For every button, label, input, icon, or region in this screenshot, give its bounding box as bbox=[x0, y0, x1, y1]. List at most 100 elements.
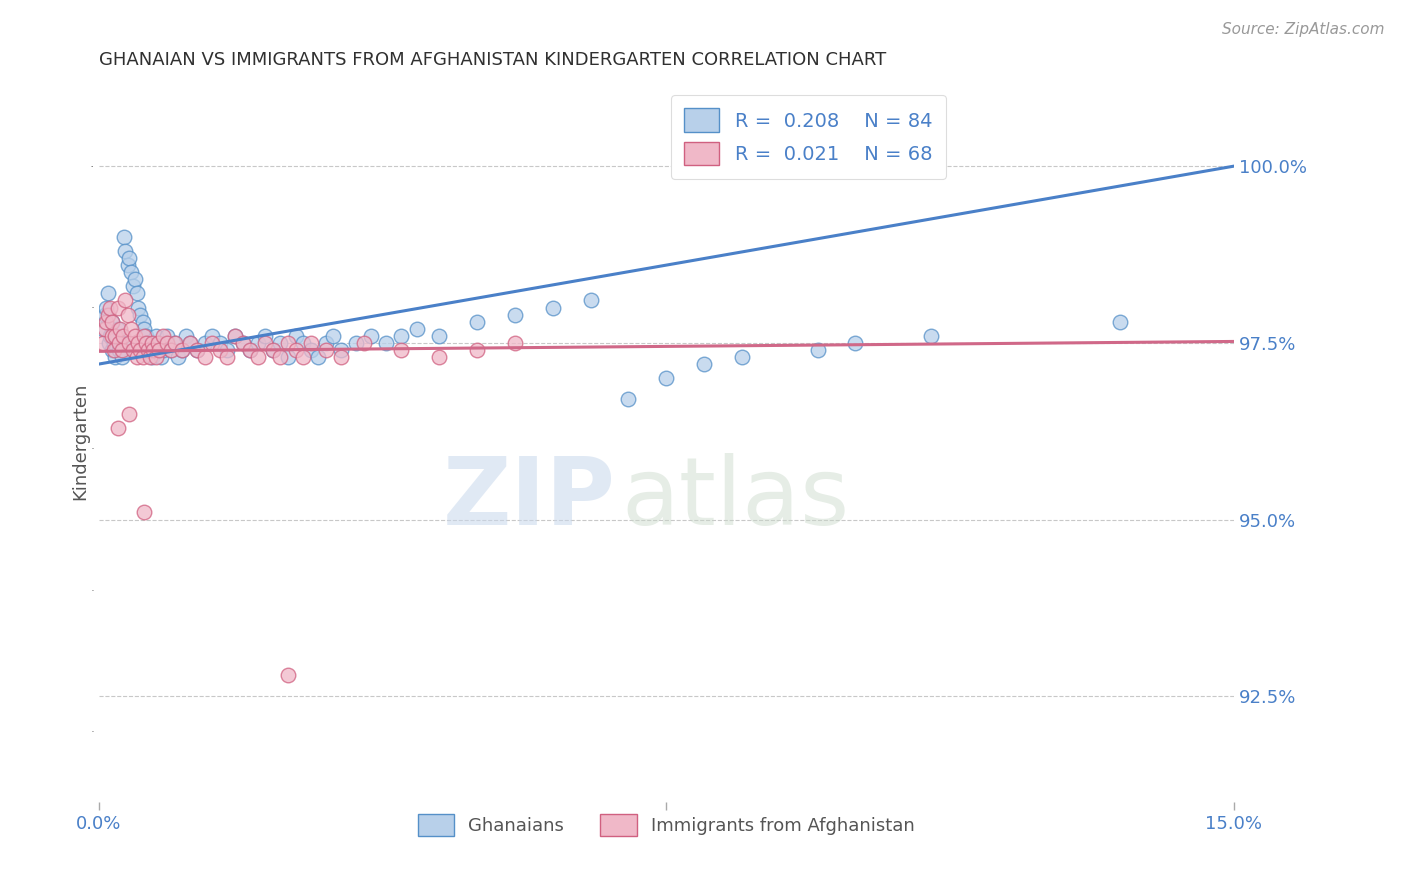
Point bbox=[148, 343, 170, 357]
Point bbox=[262, 343, 284, 357]
Point bbox=[135, 335, 157, 350]
Point bbox=[124, 272, 146, 286]
Point bbox=[156, 328, 179, 343]
Point bbox=[322, 328, 344, 343]
Point bbox=[91, 322, 114, 336]
Y-axis label: Kindergarten: Kindergarten bbox=[72, 384, 89, 500]
Point bbox=[375, 335, 398, 350]
Point bbox=[163, 335, 186, 350]
Point bbox=[262, 343, 284, 357]
Point bbox=[118, 251, 141, 265]
Point bbox=[655, 371, 678, 385]
Point bbox=[145, 350, 167, 364]
Point bbox=[117, 258, 139, 272]
Point bbox=[315, 343, 337, 357]
Point bbox=[112, 335, 135, 350]
Point bbox=[217, 350, 239, 364]
Point bbox=[344, 335, 367, 350]
Point bbox=[146, 335, 169, 350]
Point bbox=[122, 343, 145, 357]
Point bbox=[254, 335, 277, 350]
Point bbox=[148, 335, 170, 350]
Point bbox=[107, 322, 129, 336]
Point bbox=[360, 328, 382, 343]
Point bbox=[465, 343, 488, 357]
Point bbox=[405, 322, 427, 336]
Point bbox=[269, 335, 291, 350]
Point bbox=[427, 328, 450, 343]
Point bbox=[129, 308, 152, 322]
Point bbox=[118, 407, 141, 421]
Point bbox=[112, 230, 135, 244]
Point bbox=[284, 343, 307, 357]
Point bbox=[239, 343, 262, 357]
Point bbox=[224, 328, 246, 343]
Point bbox=[134, 328, 156, 343]
Point bbox=[108, 335, 131, 350]
Point bbox=[122, 279, 145, 293]
Point bbox=[299, 343, 322, 357]
Text: atlas: atlas bbox=[621, 453, 849, 546]
Point bbox=[307, 350, 329, 364]
Point bbox=[179, 335, 201, 350]
Point bbox=[159, 343, 181, 357]
Point bbox=[108, 322, 131, 336]
Point bbox=[139, 343, 162, 357]
Point bbox=[98, 328, 121, 343]
Text: ZIP: ZIP bbox=[443, 453, 616, 546]
Point bbox=[100, 343, 122, 357]
Point bbox=[139, 350, 162, 364]
Point bbox=[108, 335, 131, 350]
Point bbox=[132, 315, 155, 329]
Point bbox=[120, 265, 142, 279]
Point bbox=[208, 343, 231, 357]
Point bbox=[170, 343, 193, 357]
Point bbox=[107, 301, 129, 315]
Point bbox=[208, 335, 231, 350]
Point bbox=[124, 328, 146, 343]
Point bbox=[103, 343, 125, 357]
Point bbox=[120, 322, 142, 336]
Point bbox=[232, 335, 254, 350]
Point bbox=[239, 343, 262, 357]
Point bbox=[246, 335, 269, 350]
Point bbox=[186, 343, 208, 357]
Point bbox=[159, 343, 181, 357]
Point bbox=[94, 322, 117, 336]
Point bbox=[136, 343, 159, 357]
Point bbox=[503, 335, 526, 350]
Point bbox=[170, 343, 193, 357]
Point bbox=[693, 357, 716, 371]
Point bbox=[731, 350, 754, 364]
Point bbox=[125, 286, 148, 301]
Point bbox=[179, 335, 201, 350]
Point bbox=[114, 244, 136, 258]
Point bbox=[541, 301, 564, 315]
Point bbox=[1109, 315, 1132, 329]
Point bbox=[315, 335, 337, 350]
Point bbox=[167, 350, 190, 364]
Point bbox=[127, 301, 149, 315]
Point bbox=[103, 335, 125, 350]
Point bbox=[127, 335, 149, 350]
Point bbox=[277, 350, 299, 364]
Point bbox=[94, 308, 117, 322]
Point bbox=[125, 350, 148, 364]
Point bbox=[201, 328, 224, 343]
Point bbox=[145, 328, 167, 343]
Point bbox=[427, 350, 450, 364]
Point bbox=[269, 350, 291, 364]
Point bbox=[156, 335, 179, 350]
Point bbox=[149, 350, 172, 364]
Point bbox=[217, 343, 239, 357]
Point bbox=[142, 343, 165, 357]
Point bbox=[194, 350, 217, 364]
Text: Source: ZipAtlas.com: Source: ZipAtlas.com bbox=[1222, 22, 1385, 37]
Point bbox=[101, 315, 124, 329]
Point bbox=[844, 335, 866, 350]
Point bbox=[108, 343, 131, 357]
Point bbox=[769, 152, 792, 166]
Point bbox=[96, 301, 118, 315]
Point bbox=[134, 506, 156, 520]
Point bbox=[101, 315, 124, 329]
